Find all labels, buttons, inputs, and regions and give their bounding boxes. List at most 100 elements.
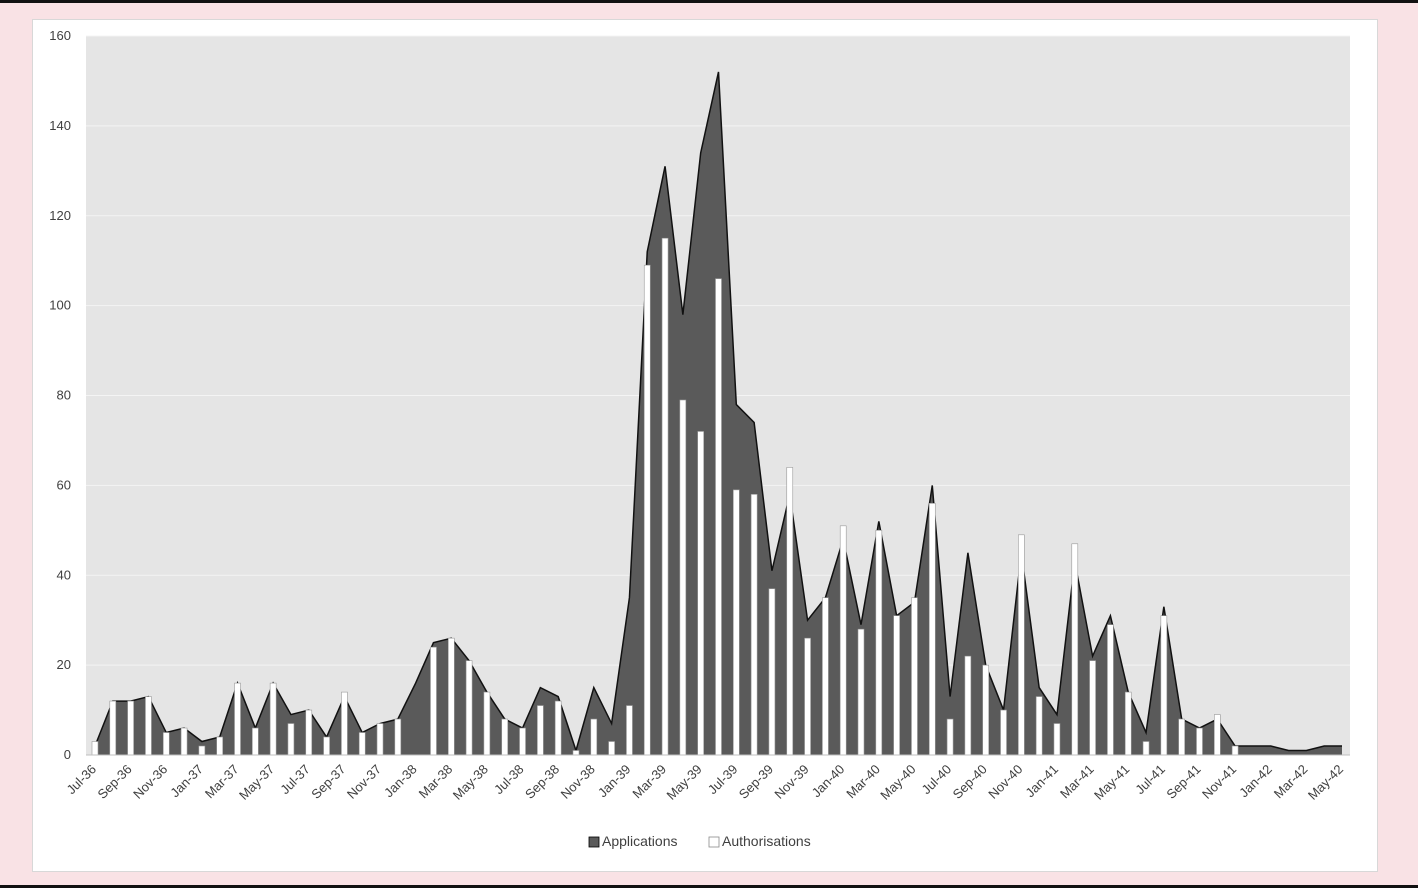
- authorisations-bar: [483, 691, 491, 756]
- authorisations-bar: [216, 736, 223, 756]
- x-tick-label: Sep-36: [95, 762, 135, 802]
- authorisations-bar: [946, 718, 954, 756]
- authorisations-bar: [1178, 718, 1185, 756]
- authorisations-bar: [626, 705, 633, 756]
- authorisations-bar: [109, 700, 117, 756]
- authorisations-bar: [911, 597, 918, 756]
- authorisations-bar: [1018, 534, 1025, 756]
- x-tick-label: Sep-39: [736, 762, 776, 802]
- y-tick-label: 80: [57, 388, 71, 403]
- authorisations-bar: [733, 489, 740, 756]
- authorisations-bar: [341, 691, 348, 756]
- authorisations-bar: [893, 615, 900, 756]
- legend: Applications Authorisations: [588, 833, 811, 849]
- x-tick-label: Jan-39: [595, 762, 634, 801]
- authorisations-bars: [91, 237, 1239, 756]
- authorisations-bar: [679, 399, 687, 756]
- x-tick-label: May-40: [877, 762, 918, 803]
- y-tick-label: 20: [57, 657, 71, 672]
- authorisations-bar: [643, 264, 651, 756]
- authorisations-bar: [305, 709, 313, 756]
- x-tick-label: Mar-40: [843, 762, 883, 802]
- authorisations-bar: [697, 431, 704, 756]
- authorisations-bar: [554, 700, 562, 756]
- x-tick-label: Nov-39: [771, 762, 811, 802]
- applications-line: [94, 71, 1342, 754]
- authorisations-bar: [1214, 714, 1221, 756]
- x-tick-label: May-41: [1091, 762, 1132, 803]
- authorisations-bar: [287, 723, 295, 756]
- authorisations-bar: [180, 727, 188, 756]
- x-tick-label: May-39: [664, 762, 705, 803]
- x-tick-label: Sep-41: [1163, 762, 1203, 802]
- authorisations-bar: [376, 723, 384, 756]
- legend-label-applications: Applications: [602, 833, 678, 849]
- authorisations-bar: [786, 467, 794, 756]
- x-tick-label: May-38: [450, 762, 491, 803]
- authorisations-bar: [964, 655, 972, 756]
- authorisations-bar: [608, 741, 615, 756]
- authorisations-bar: [857, 628, 865, 756]
- authorisations-bar: [501, 718, 509, 756]
- authorisations-bar: [127, 700, 134, 756]
- y-tick-label: 60: [57, 477, 71, 492]
- authorisations-bar: [1071, 543, 1079, 756]
- authorisations-bar: [1035, 696, 1043, 756]
- authorisations-bar: [269, 682, 277, 756]
- authorisations-bar: [198, 745, 206, 756]
- y-tick-label: 140: [49, 118, 71, 133]
- x-tick-label: May-37: [236, 762, 277, 803]
- y-tick-label: 160: [49, 28, 71, 43]
- y-tick-label: 100: [49, 298, 71, 313]
- authorisations-bar: [875, 530, 883, 756]
- x-tick-label: Jan-40: [809, 762, 848, 801]
- x-tick-label: Mar-37: [202, 762, 242, 802]
- x-tick-label: Nov-38: [558, 762, 598, 802]
- authorisations-bar: [982, 664, 990, 756]
- authorisations-bar: [839, 525, 847, 756]
- authorisations-bar: [768, 588, 776, 756]
- authorisations-bar: [430, 646, 437, 756]
- authorisations-bar: [1107, 624, 1114, 756]
- authorisations-bar: [252, 727, 259, 756]
- x-tick-label: Nov-36: [130, 762, 170, 802]
- authorisations-bar: [572, 750, 580, 756]
- legend-swatch-applications: [588, 836, 600, 848]
- legend-swatch-authorisations: [708, 836, 720, 848]
- authorisations-bar: [465, 660, 473, 756]
- y-tick-label: 0: [64, 747, 71, 762]
- authorisations-bar: [750, 494, 758, 756]
- x-tick-label: Jan-37: [167, 762, 206, 801]
- x-tick-label: Sep-37: [308, 762, 348, 802]
- authorisations-bar: [715, 278, 722, 756]
- x-tick-label: Nov-41: [1199, 762, 1239, 802]
- x-tick-label: Nov-40: [985, 762, 1025, 802]
- authorisations-bar: [234, 682, 241, 756]
- authorisations-bar: [1000, 709, 1007, 756]
- x-tick-label: Mar-39: [629, 762, 669, 802]
- authorisations-bar: [1231, 745, 1239, 756]
- authorisations-bar: [1089, 660, 1096, 756]
- x-tick-label: Jan-38: [381, 762, 420, 801]
- legend-label-authorisations: Authorisations: [722, 833, 811, 849]
- authorisations-bar: [1142, 741, 1150, 756]
- y-axis: 0 20 40 60 80 100 120 140 160: [49, 28, 71, 762]
- x-tick-label: May-42: [1305, 762, 1346, 803]
- authorisations-bar: [145, 696, 152, 756]
- authorisations-bar: [1053, 723, 1061, 756]
- x-tick-label: Sep-40: [950, 762, 990, 802]
- authorisations-bar: [537, 705, 544, 756]
- authorisations-bar: [822, 597, 829, 756]
- authorisations-bar: [804, 637, 811, 756]
- authorisations-bar: [590, 718, 598, 756]
- authorisations-bar: [162, 732, 170, 756]
- authorisations-bar: [358, 732, 366, 756]
- authorisations-bar: [661, 237, 669, 756]
- x-tick-label: Mar-38: [416, 762, 456, 802]
- x-tick-label: Nov-37: [344, 762, 384, 802]
- authorisations-bar: [394, 718, 402, 756]
- authorisations-bar: [1124, 691, 1132, 756]
- x-tick-label: Sep-38: [522, 762, 562, 802]
